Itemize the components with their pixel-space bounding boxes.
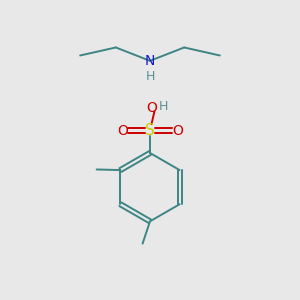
Text: O: O <box>146 101 157 115</box>
Text: H: H <box>159 100 168 112</box>
Text: O: O <box>172 124 183 138</box>
Text: O: O <box>117 124 128 138</box>
Text: H: H <box>145 70 155 83</box>
Text: S: S <box>145 123 155 138</box>
Text: N: N <box>145 54 155 68</box>
